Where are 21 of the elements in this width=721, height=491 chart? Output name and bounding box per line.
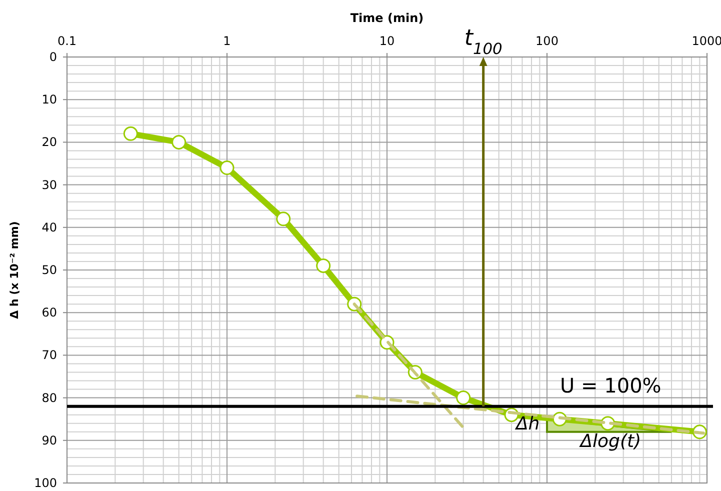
x-tick-label: 100 — [536, 34, 558, 48]
y-tick-label: 100 — [34, 476, 57, 490]
x-axis-title: Time (min) — [350, 11, 424, 25]
y-axis-title: Δ h (x 10⁻² mm) — [8, 221, 21, 319]
annotation: Δh — [514, 413, 540, 434]
y-tick-label: 90 — [42, 433, 57, 448]
y-tick-label: 60 — [42, 306, 57, 320]
y-tick-label: 0 — [49, 50, 57, 64]
annotation: Δlog(t) — [578, 430, 642, 452]
y-tick-label: 40 — [42, 220, 57, 234]
annotation: U = 100% — [560, 373, 662, 398]
y-tick-label: 80 — [42, 390, 57, 405]
y-tick-label: 10 — [42, 92, 57, 107]
y-tick-label: 50 — [42, 263, 57, 277]
y-tick-label: 70 — [42, 348, 57, 362]
ref-line-label: t$_{100}$ — [464, 26, 503, 58]
x-tick-label: 1 — [223, 34, 231, 48]
x-tick-label: 0.1 — [57, 34, 77, 48]
y-tick-label: 30 — [42, 178, 57, 192]
x-tick-label: 10 — [379, 34, 395, 48]
y-tick-label: 20 — [42, 135, 57, 150]
